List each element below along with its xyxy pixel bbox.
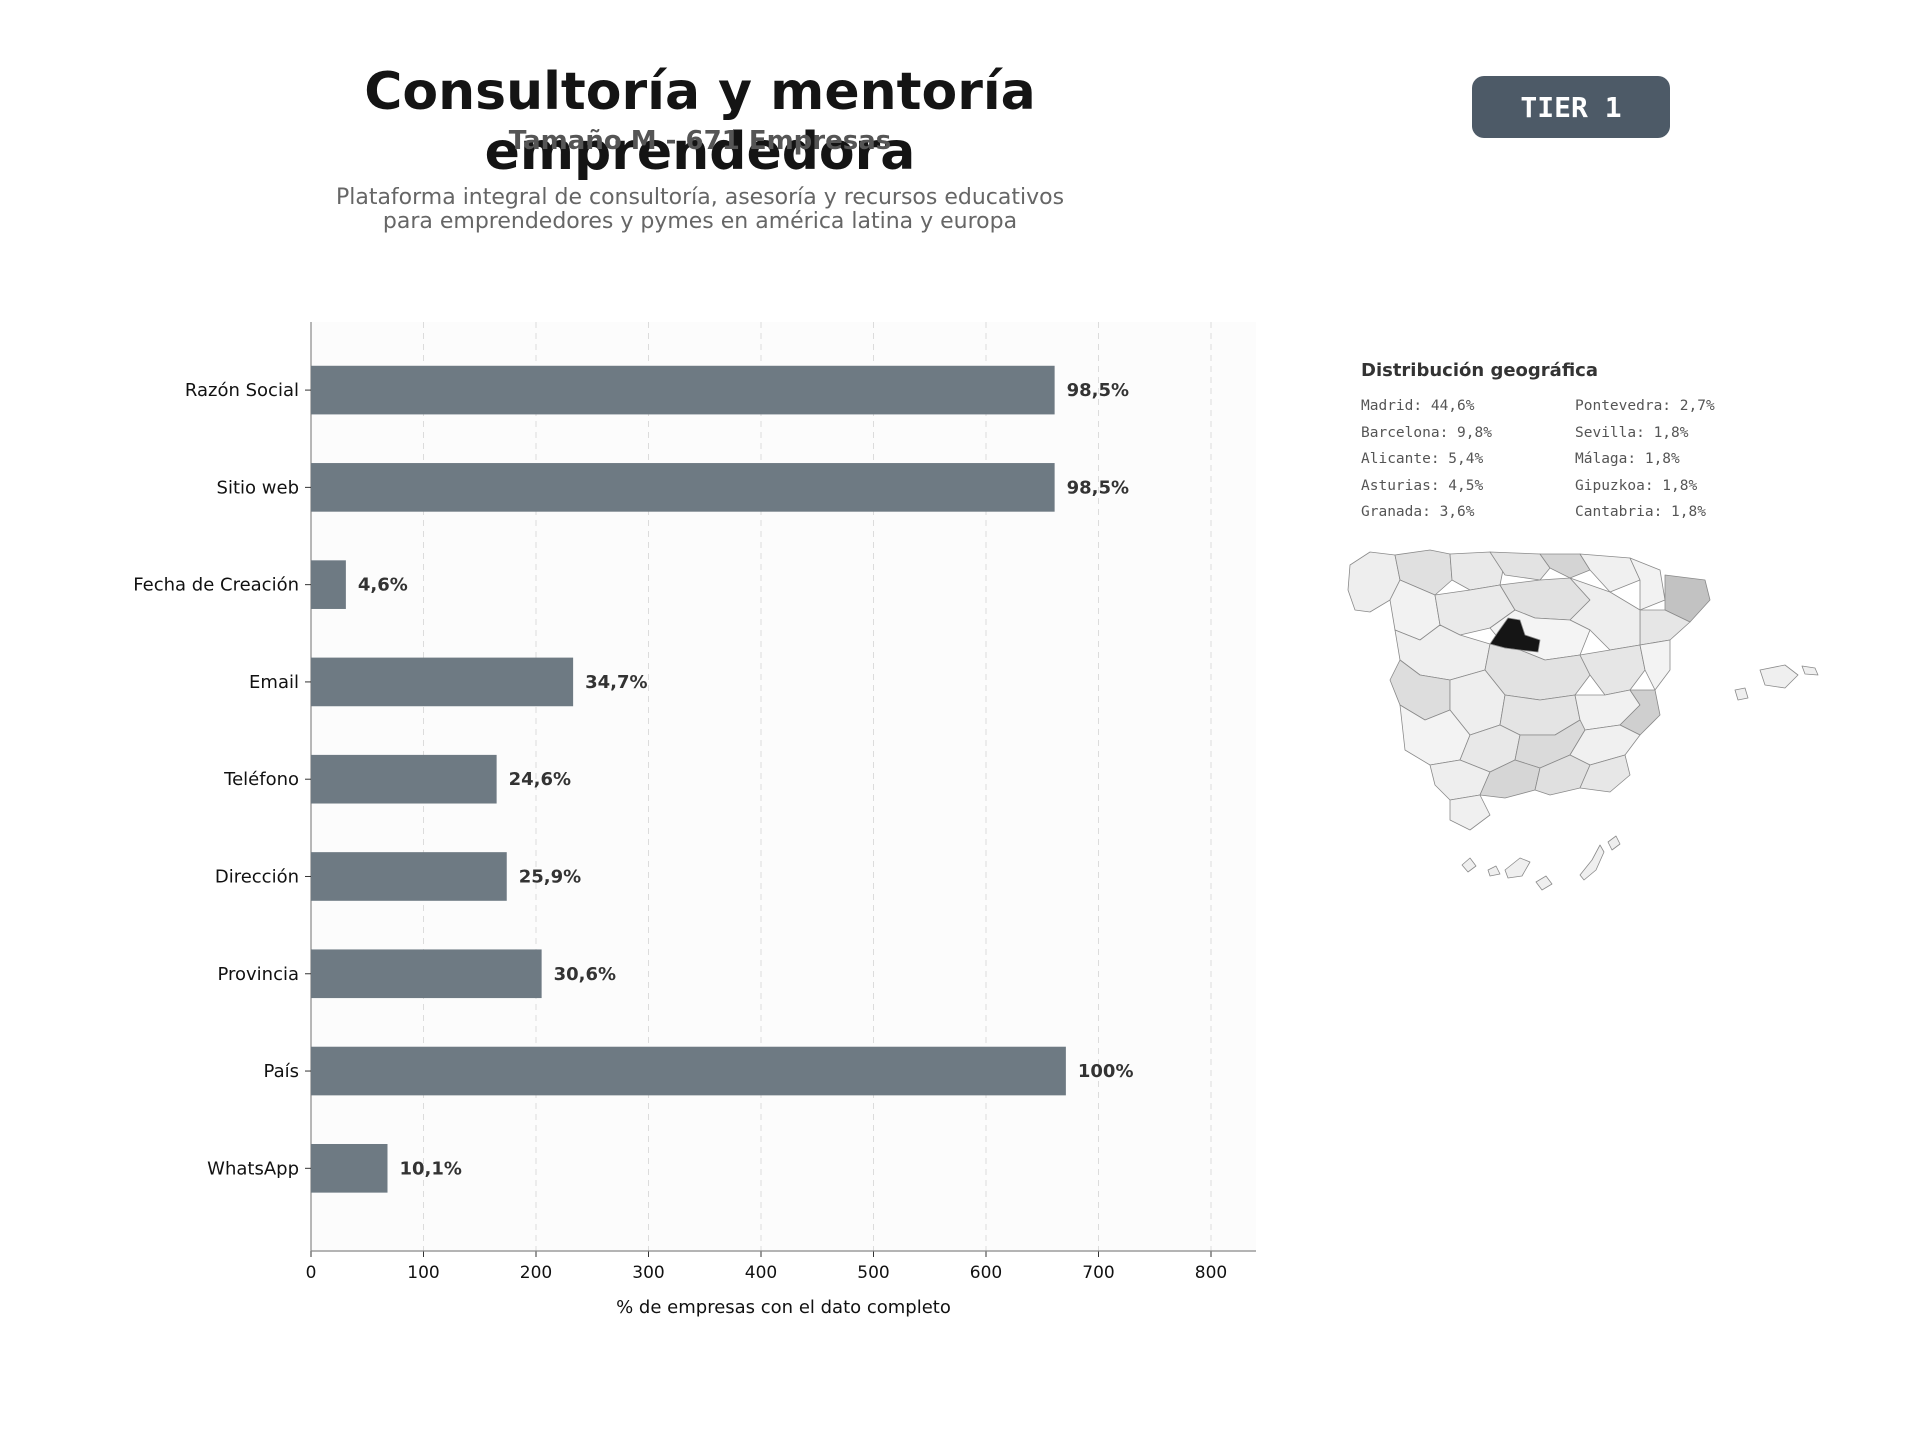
bar [311,463,1055,512]
geo-item: Málaga: 1,8% [1575,451,1680,467]
bar [311,365,1055,415]
spain-choropleth-map [1347,549,1819,891]
x-tick-label: 200 [520,1263,552,1283]
bar [311,1143,388,1193]
data-label: 4,6% [358,575,408,596]
x-tick-label: 0 [306,1263,317,1283]
bar [311,949,542,999]
bar [311,754,497,804]
map-region [1579,553,1641,593]
map-region [1449,794,1491,831]
data-label: 98,5% [1067,477,1129,498]
x-axis-label: % de empresas con el dato completo [616,1297,951,1318]
map-region [1579,844,1605,881]
x-tick-label: 800 [1195,1263,1227,1283]
map-region [1487,865,1501,877]
data-label: 24,6% [509,769,571,790]
y-tick-label: Email [249,672,299,693]
geo-item: Barcelona: 9,8% [1361,424,1492,441]
geo-item: Sevilla: 1,8% [1575,424,1689,441]
y-tick-label: Razón Social [185,380,299,401]
page-subtitle: Tamaño M - 671 Empresas [508,126,892,156]
map-region [1461,857,1477,873]
geo-item: Asturias: 4,5% [1361,477,1484,494]
bar [311,657,574,707]
map-region [1759,664,1799,689]
map-region [1664,574,1711,623]
x-tick-label: 700 [1082,1263,1114,1283]
bar [311,1046,1066,1096]
data-label: 10,1% [400,1158,462,1179]
x-tick-label: 300 [632,1263,664,1283]
map-region [1504,857,1531,879]
y-tick-label: Fecha de Creación [133,575,299,596]
map-region [1489,551,1551,581]
geo-item: Alicante: 5,4% [1361,451,1484,467]
bar [311,560,346,609]
data-label: 34,7% [585,672,647,693]
tier-badge: TIER 1 [1472,76,1670,138]
map-region [1535,875,1553,891]
data-label: 98,5% [1067,380,1129,401]
completeness-bar-chart: 0 100 200 300 400 500 600 700 800 Razón Social 98,… [133,322,1256,1318]
y-tick-label: Provincia [217,964,299,985]
page-title: Consultoría y mentoría emprendedora [364,62,1036,182]
geo-item: Pontevedra: 2,7% [1575,398,1715,414]
x-tick-label: 500 [857,1263,889,1283]
geo-item: Madrid: 44,6% [1361,398,1475,414]
y-tick-label: Dirección [215,866,299,887]
page-description: Plataforma integral de consultoría, ases… [140,186,1260,234]
data-label: 25,9% [519,866,581,887]
x-tick-label: 400 [745,1263,777,1283]
map-region [1639,639,1671,691]
geo-item: Gipuzkoa: 1,8% [1575,477,1698,494]
y-tick-label: WhatsApp [207,1158,299,1179]
map-region [1607,835,1621,851]
y-tick-label: Sitio web [217,477,299,498]
map-region [1579,644,1646,696]
map-region [1579,754,1631,793]
x-tick-label: 600 [970,1263,1002,1283]
x-tick-label: 100 [407,1263,439,1283]
geo-item: Cantabria: 1,8% [1575,504,1706,520]
data-label: 100% [1078,1061,1134,1082]
y-tick-label: Teléfono [223,769,299,790]
description-line-2: para emprendedores y pymes en américa la… [382,209,1018,234]
map-region [1801,665,1819,676]
geo-distribution-title: Distribución geográfica [1361,360,1598,381]
geo-item: Granada: 3,6% [1361,504,1475,520]
data-label: 30,6% [554,964,616,985]
description-line-1: Plataforma integral de consultoría, ases… [335,185,1065,210]
y-tick-label: País [264,1061,299,1082]
map-region [1629,557,1666,611]
bar [311,852,507,901]
map-region [1734,687,1749,701]
map-region [1539,553,1591,579]
